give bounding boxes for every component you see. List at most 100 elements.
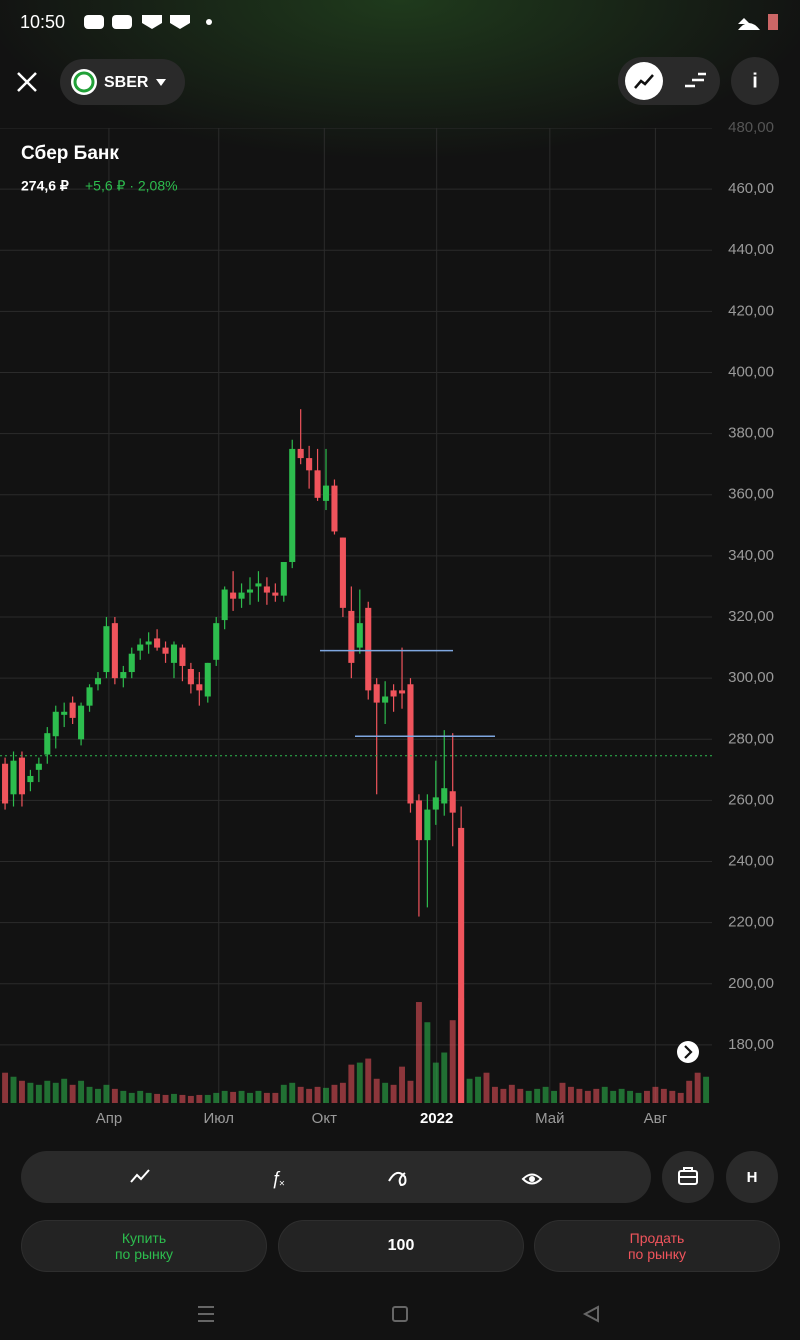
portfolio-button[interactable] — [662, 1151, 714, 1203]
candle-body — [297, 448, 304, 459]
y-tick-label: 400,00 — [728, 363, 774, 380]
volume-bar — [27, 1082, 34, 1103]
sell-button[interactable]: Продать по рынку — [534, 1220, 780, 1272]
candle-body — [86, 687, 93, 706]
candle-body — [331, 485, 338, 532]
candle-body — [382, 696, 389, 703]
chart-mode-toggle[interactable] — [618, 57, 720, 105]
y-tick-label: 460,00 — [728, 180, 774, 197]
volume-bar — [669, 1090, 676, 1103]
volume-bar — [171, 1093, 177, 1103]
buy-sublabel: по рынку — [114, 1246, 174, 1262]
volume-bar — [238, 1090, 245, 1103]
y-tick-label: 280,00 — [728, 730, 774, 747]
volume-bar — [500, 1088, 507, 1103]
volume-bar — [559, 1082, 566, 1103]
volume-bar — [230, 1091, 237, 1103]
volume-bar — [534, 1088, 541, 1103]
volume-bar — [19, 1080, 25, 1103]
candle-body — [246, 589, 254, 593]
chart-type-tool[interactable] — [130, 1169, 150, 1183]
sell-label: Продать — [629, 1230, 685, 1246]
volume-bar — [475, 1076, 482, 1103]
volume-bar — [415, 1002, 422, 1103]
candle-body — [373, 684, 380, 703]
volume-bar — [652, 1086, 659, 1103]
quantity-field[interactable]: 100 — [278, 1220, 524, 1272]
volume-bar — [449, 1020, 456, 1103]
nav-back[interactable] — [582, 1305, 599, 1323]
candle-body — [213, 623, 220, 660]
close-button[interactable] — [17, 72, 37, 92]
candle-body — [204, 662, 211, 697]
candle-body — [306, 458, 313, 471]
volume-bar — [145, 1092, 152, 1103]
volume-bar — [297, 1086, 304, 1103]
x-tick-label: Май — [535, 1110, 564, 1127]
badge-button[interactable]: H — [726, 1151, 778, 1203]
candle-body — [458, 827, 465, 1103]
volume-bar — [44, 1080, 51, 1103]
volume-bar — [576, 1088, 583, 1103]
info-button[interactable]: i — [731, 57, 779, 105]
volume-bar — [407, 1080, 414, 1103]
buy-label: Купить — [121, 1230, 167, 1246]
candle-body — [449, 791, 456, 813]
volume-bar — [179, 1094, 186, 1103]
volume-bar — [466, 1078, 473, 1103]
candle-body — [322, 485, 330, 501]
top-bar: 10:50 SBER i — [17, 12, 779, 105]
candle-body — [44, 733, 51, 755]
volume-bar — [196, 1094, 203, 1103]
status-time: 10:50 — [20, 12, 65, 32]
volume-bar — [35, 1084, 42, 1103]
nav-menu[interactable] — [198, 1306, 214, 1322]
volume-bar — [154, 1093, 161, 1103]
instrument-name: Сбер Банк — [21, 143, 119, 164]
indicators-tool[interactable]: ƒ — [271, 1168, 281, 1188]
volume-bar — [111, 1088, 118, 1103]
x-tick-label: 2022 — [420, 1110, 453, 1127]
volume-bar — [120, 1090, 127, 1103]
candle-body — [94, 678, 102, 685]
y-tick-label: 220,00 — [728, 914, 774, 931]
volume-bar — [618, 1088, 625, 1103]
volume-bar — [69, 1084, 76, 1103]
drawing-tool[interactable] — [388, 1171, 407, 1187]
tool-bar: ƒ × — [21, 1151, 651, 1203]
tool-icons: ƒ× — [130, 1168, 543, 1190]
status-icons — [84, 14, 778, 30]
ticker-selector[interactable]: SBER — [60, 59, 185, 105]
buy-button[interactable]: Купить по рынку — [21, 1220, 267, 1272]
volume-bar — [280, 1084, 287, 1103]
y-tick-label: 320,00 — [728, 608, 774, 625]
volume-bar — [703, 1076, 710, 1103]
y-tick-label: 180,00 — [728, 1036, 774, 1053]
price: 274,6 ₽ — [21, 178, 69, 194]
candle-body — [120, 672, 127, 679]
candle-body — [154, 638, 161, 648]
x-tick-label: Авг — [644, 1110, 668, 1127]
view-tool[interactable] — [521, 1173, 543, 1185]
volume-bar — [686, 1080, 693, 1103]
candle-body — [103, 626, 110, 673]
volume-bar — [517, 1088, 524, 1103]
candle-body — [272, 592, 279, 596]
candle-body — [407, 684, 414, 804]
volume-bar — [356, 1062, 363, 1103]
candle-body — [18, 757, 26, 795]
quantity: 100 — [387, 1237, 415, 1254]
nav-home[interactable] — [392, 1306, 408, 1322]
sell-sublabel: по рынку — [627, 1246, 687, 1262]
volume-bar — [221, 1090, 228, 1103]
volume-bar — [95, 1088, 101, 1103]
ticker: SBER — [104, 74, 149, 91]
y-tick-label: 440,00 — [728, 241, 774, 258]
nav-bar — [198, 1305, 599, 1323]
scroll-right-button[interactable] — [677, 1041, 699, 1063]
volume-bar — [441, 1052, 448, 1103]
candle-body — [27, 775, 34, 783]
volume-bar — [399, 1066, 405, 1103]
volume-bar — [255, 1090, 262, 1103]
